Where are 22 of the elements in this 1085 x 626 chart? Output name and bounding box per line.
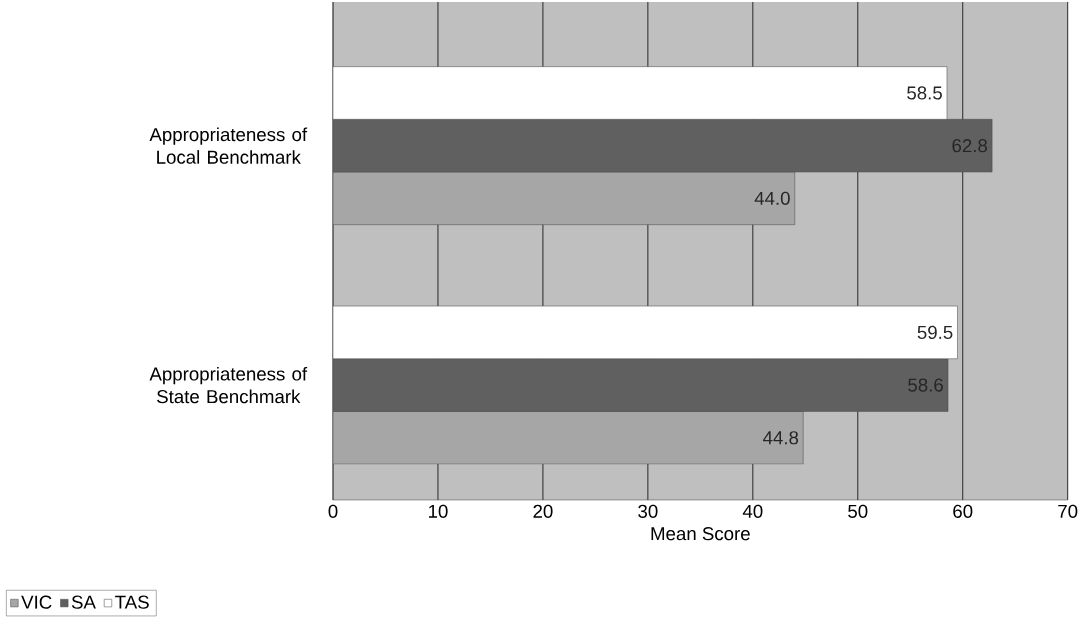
data-label: 44.0 bbox=[754, 191, 790, 205]
legend-label: TAS bbox=[115, 595, 149, 609]
x-tick-label: 20 bbox=[533, 504, 553, 518]
y-tick-label: Appropriateness of Local Benchmark bbox=[149, 127, 308, 164]
legend-label: SA bbox=[71, 595, 96, 609]
y-tick-label: Appropriateness of State Benchmark bbox=[149, 366, 308, 404]
x-tick-label: 50 bbox=[848, 504, 868, 518]
x-tick-label: 60 bbox=[953, 504, 973, 518]
bar bbox=[333, 358, 949, 412]
x-tick-label: 30 bbox=[638, 504, 658, 518]
x-tick-label: 40 bbox=[742, 504, 763, 518]
bar bbox=[333, 119, 993, 173]
data-label: 58.5 bbox=[907, 86, 942, 100]
x-tick-label: 10 bbox=[428, 504, 448, 518]
data-label: 44.8 bbox=[763, 431, 799, 445]
legend-label: VIC bbox=[21, 595, 52, 609]
data-label: 58.6 bbox=[908, 378, 943, 392]
x-tick-label: 70 bbox=[1058, 504, 1078, 518]
data-label: 59.5 bbox=[917, 325, 953, 340]
x-axis-title: Mean Score bbox=[651, 527, 750, 541]
data-label: 62.8 bbox=[952, 139, 988, 153]
x-tick-label: 0 bbox=[328, 504, 338, 518]
